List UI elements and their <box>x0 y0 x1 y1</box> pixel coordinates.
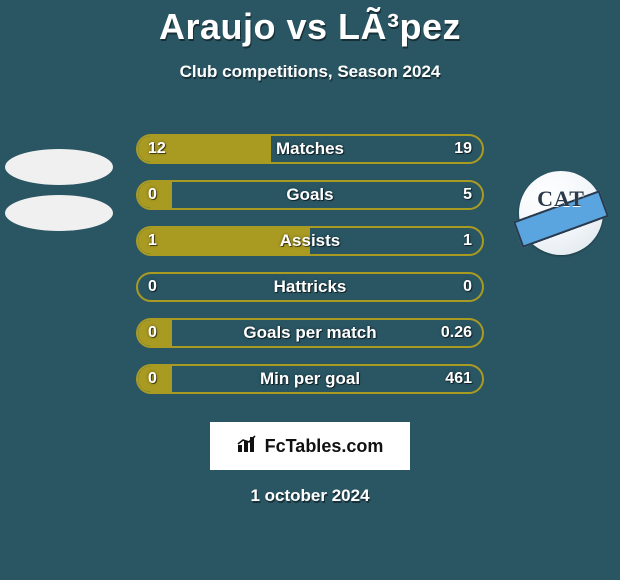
stat-label: Assists <box>280 231 340 251</box>
stat-label: Min per goal <box>260 369 360 389</box>
stat-row: 0 Goals per match 0.26 <box>0 310 620 356</box>
brand-text: FcTables.com <box>265 436 384 457</box>
stat-label: Goals <box>286 185 333 205</box>
stat-row: 1 Assists 1 <box>0 218 620 264</box>
stat-bar: 0 Goals 5 <box>136 180 484 210</box>
brand-mark-icon <box>237 435 259 458</box>
stat-left-value: 0 <box>148 370 157 388</box>
stat-row: 0 Hattricks 0 <box>0 264 620 310</box>
stat-left-value: 0 <box>148 278 157 296</box>
stat-label: Matches <box>276 139 344 159</box>
stat-left-value: 0 <box>148 186 157 204</box>
stat-label: Goals per match <box>243 323 376 343</box>
footer-date: 1 october 2024 <box>0 486 620 506</box>
stat-row: 12 Matches 19 <box>0 126 620 172</box>
stat-right-value: 461 <box>445 370 472 388</box>
stat-row: CAT 0 Goals 5 <box>0 172 620 218</box>
stat-right-value: 19 <box>454 140 472 158</box>
stat-row: 0 Min per goal 461 <box>0 356 620 402</box>
stat-right-value: 0 <box>463 278 472 296</box>
stat-right-value: 0.26 <box>441 324 472 342</box>
stat-bar: 0 Hattricks 0 <box>136 272 484 302</box>
comparison-rows: 12 Matches 19 CAT 0 Goals 5 1 Assists 1 0 Hattricks… <box>0 126 620 402</box>
stat-right-value: 5 <box>463 186 472 204</box>
page-title: Araujo vs LÃ³pez <box>0 0 620 48</box>
page-subtitle: Club competitions, Season 2024 <box>0 62 620 82</box>
brand-strip: FcTables.com <box>210 422 410 470</box>
stat-left-value: 0 <box>148 324 157 342</box>
stat-bar: 1 Assists 1 <box>136 226 484 256</box>
stat-bar: 0 Min per goal 461 <box>136 364 484 394</box>
stat-label: Hattricks <box>274 277 347 297</box>
stat-left-value: 12 <box>148 140 166 158</box>
stat-right-value: 1 <box>463 232 472 250</box>
stat-left-value: 1 <box>148 232 157 250</box>
stat-bar: 0 Goals per match 0.26 <box>136 318 484 348</box>
club-badge-letters: CAT <box>537 186 585 212</box>
stat-bar: 12 Matches 19 <box>136 134 484 164</box>
